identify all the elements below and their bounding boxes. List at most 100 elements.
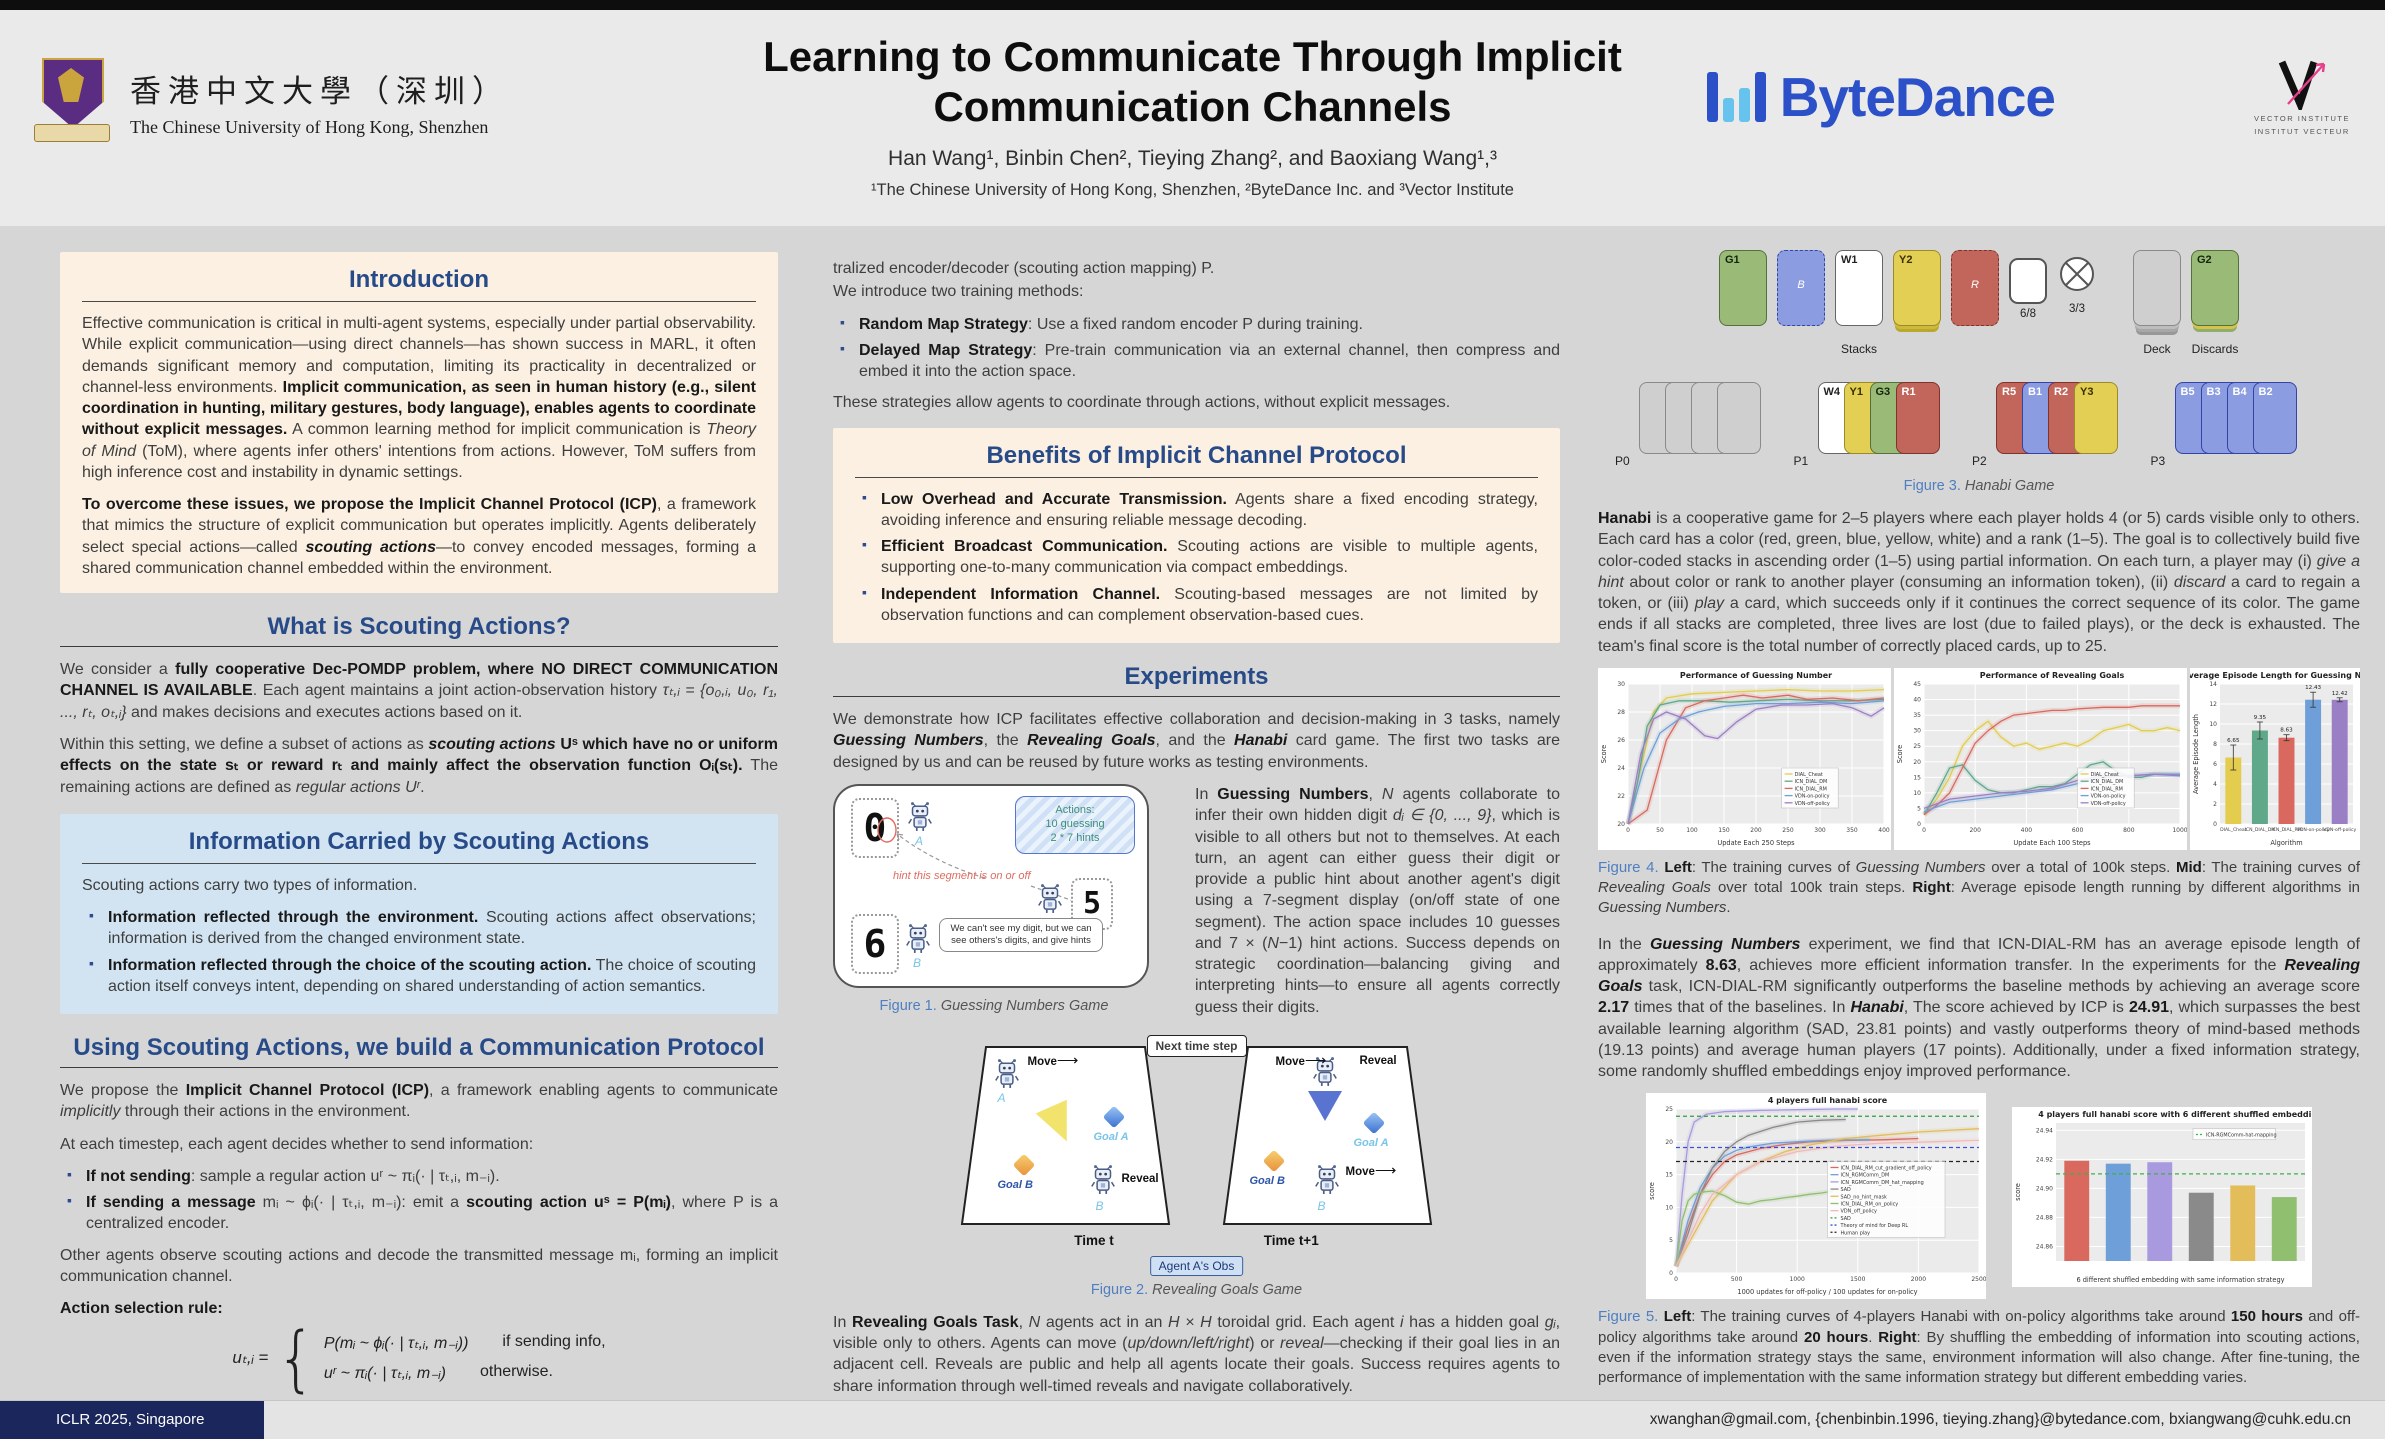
goal-b-label: Goal B xyxy=(997,1178,1033,1191)
svg-text:300: 300 xyxy=(1814,827,1826,834)
hanabi-hands-row: P0 W4 Y1 G3 R1 P1 R5 B1 R2 Y3 P2 B5 B3 B4 B2 P3 xyxy=(1615,382,2320,468)
svg-text:10: 10 xyxy=(2209,721,2217,728)
figure4-charts: 20 22 24 26 28 30 0 50 100 150 200 250 300 350 400 Perf… xyxy=(1598,667,2385,850)
protocol-paragraph-1: We propose the Implicit Channel Protocol… xyxy=(60,1082,778,1121)
figure1-caption-label: Figure 1. xyxy=(879,997,937,1014)
svg-text:Performance of Guessing Number: Performance of Guessing Number xyxy=(1680,671,1832,680)
bomb-token-group: 3/3 xyxy=(2057,250,2097,315)
hanabi-figure: G1 B W1 Y2 R Stacks 6/8 3/3 Deck G2 Discards P0 W4 Y… xyxy=(1615,250,2320,468)
svg-text:12.42: 12.42 xyxy=(2332,691,2348,697)
figure3-caption-text: Hanabi Game xyxy=(1964,478,2055,494)
svg-text:Update Each 250 Steps: Update Each 250 Steps xyxy=(1717,839,1795,847)
figure2-caption: Figure 2. Revealing Goals Game xyxy=(833,1282,1560,1298)
revealing-goals-paragraph: In Revealing Goals Task, N agents act in… xyxy=(833,1313,1561,1395)
guessing-numbers-figure: 0 A Actions: 10 guessing 2 * 7 hints hin… xyxy=(833,783,1149,988)
hand-P1: W4 Y1 G3 R1 P1 xyxy=(1794,382,1963,468)
goal-a-label: Goal A xyxy=(1093,1130,1129,1143)
protocol-paragraph-2: At each timestep, each agent decides whe… xyxy=(60,1135,534,1153)
vector-institute-logo: VECTOR INSTITUTE INSTITUT VECTEUR xyxy=(2247,58,2357,136)
scouting-paragraph-1: We consider a fully cooperative Dec-POMD… xyxy=(60,661,779,721)
svg-text:Performance of Revealing Goals: Performance of Revealing Goals xyxy=(1980,671,2125,680)
introduction-paragraph-2: To overcome these issues, we propose the… xyxy=(82,496,757,577)
svg-text:24.90: 24.90 xyxy=(2036,1186,2053,1193)
svg-text:28: 28 xyxy=(1617,709,1625,716)
hint-annotation: hint this segment is on or off xyxy=(893,869,1031,882)
bomb-token-count: 3/3 xyxy=(2069,303,2085,315)
agent-b-label: B xyxy=(1095,1198,1104,1213)
svg-text:10: 10 xyxy=(1913,790,1921,797)
equation-brace: { xyxy=(276,1315,316,1400)
poster-header: 香港中文大學（深圳） The Chinese University of Hon… xyxy=(0,10,2385,226)
svg-text:0: 0 xyxy=(1669,1270,1673,1277)
protocol-bullet-1: If not sending: sample a regular action … xyxy=(60,1165,778,1187)
time-t1-panel: Move⟶ Reveal Goal A Goal B Move⟶ B xyxy=(1220,1043,1436,1229)
svg-text:VDN_off_policy: VDN_off_policy xyxy=(1841,1209,1878,1215)
svg-text:Update Each 100 Steps: Update Each 100 Steps xyxy=(2013,839,2091,847)
column-middle: tralized encoder/decoder (scouting actio… xyxy=(833,258,1560,1408)
svg-text:250: 250 xyxy=(1782,827,1794,834)
column-right: G1 B W1 Y2 R Stacks 6/8 3/3 Deck G2 Discards P0 W4 Y… xyxy=(1598,250,2385,1403)
stacks-group: G1 B W1 Y2 R Stacks xyxy=(1719,250,1999,356)
svg-text:400: 400 xyxy=(1878,827,1890,834)
svg-text:2000: 2000 xyxy=(1911,1276,1926,1283)
benefits-bullet-3: Independent Information Channel. Scoutin… xyxy=(855,583,1538,627)
hand-P2: R5 B1 R2 Y3 P2 xyxy=(1972,382,2141,468)
hand-P3: B5 B3 B4 B2 P3 xyxy=(2151,382,2320,468)
hanabi-card: R1 xyxy=(1895,382,1940,454)
action-rule-label: Action selection rule: xyxy=(60,1300,223,1318)
experiments-intro: We demonstrate how ICP facilitates effec… xyxy=(833,711,1560,771)
chart-revealing-performance: 0 5 10 15 20 25 30 35 40 45 0 200 400 600 800 1000 Perfo… xyxy=(1894,667,2188,850)
bytedance-logo: ByteDance xyxy=(1706,65,2056,129)
protocol-paragraph-3: Other agents observe scouting actions an… xyxy=(60,1246,778,1285)
figure1-caption: Figure 1. Guessing Numbers Game xyxy=(833,998,1155,1014)
continuation-paragraph: tralized encoder/decoder (scouting actio… xyxy=(833,260,1215,277)
next-time-step-label: Next time step xyxy=(1146,1034,1247,1057)
svg-text:Theory of mind for Deep RL: Theory of mind for Deep RL xyxy=(1840,1224,1909,1230)
actions-title: Actions: xyxy=(1055,804,1095,817)
introduction-paragraph-1: Effective communication is critical in m… xyxy=(82,315,757,481)
information-box: Information Carried by Scouting Actions … xyxy=(60,813,778,1015)
svg-text:Algorithm: Algorithm xyxy=(2270,839,2302,847)
figure1-row: 0 A Actions: 10 guessing 2 * 7 hints hin… xyxy=(833,783,1560,1029)
cuhk-wordmark: 香港中文大學（深圳） The Chinese University of Hon… xyxy=(130,66,510,138)
cuhk-chinese-name: 香港中文大學（深圳） xyxy=(130,74,510,109)
divider xyxy=(82,301,756,302)
svg-text:SAD_no_hint_mask: SAD_no_hint_mask xyxy=(1841,1195,1888,1201)
divider xyxy=(82,862,756,864)
svg-text:score: score xyxy=(2014,1184,2022,1202)
actions-line1: 10 guessing xyxy=(1045,818,1105,831)
robot-agent-b-icon xyxy=(1314,1164,1339,1195)
hanabi-card: B2 xyxy=(2252,382,2297,454)
player-label: P3 xyxy=(2150,454,2166,468)
svg-text:15: 15 xyxy=(1665,1172,1673,1179)
top-black-bar xyxy=(0,0,2385,10)
svg-text:ICN_RGMComm_DM_hat_mapping: ICN_RGMComm_DM_hat_mapping xyxy=(1841,1180,1924,1186)
svg-text:2500: 2500 xyxy=(1971,1276,1986,1283)
svg-text:200: 200 xyxy=(1969,827,1981,834)
information-bullet-2: Information reflected through the choice… xyxy=(82,954,756,998)
svg-text:8.63: 8.63 xyxy=(2280,728,2293,734)
action-selection-equation: uₜ,ᵢ = { P(mᵢ ~ ϕᵢ(· | τₜ,ᵢ, m₋ᵢ)) if sen… xyxy=(60,1322,778,1393)
hanabi-card: G2 xyxy=(2191,250,2239,326)
player-label: P1 xyxy=(1793,454,1809,468)
svg-text:12: 12 xyxy=(2209,701,2217,708)
information-bullet-1: Information reflected through the enviro… xyxy=(82,906,756,950)
svg-text:100: 100 xyxy=(1686,827,1698,834)
svg-text:5: 5 xyxy=(1669,1238,1673,1245)
bytedance-bars-icon xyxy=(1706,72,1766,122)
svg-text:ICN_DIAL_RM: ICN_DIAL_RM xyxy=(1795,786,1827,792)
column-left: Introduction Effective communication is … xyxy=(60,252,778,1433)
equation-row2-condition: otherwise. xyxy=(480,1363,553,1381)
agent-a-label: A xyxy=(915,833,924,848)
scouting-section: What is Scouting Actions? We consider a … xyxy=(60,613,778,798)
svg-text:ICN_DIAL_RM: ICN_DIAL_RM xyxy=(2091,786,2123,792)
training-methods-intro: We introduce two training methods: xyxy=(833,283,1084,301)
svg-text:25: 25 xyxy=(1665,1106,1673,1113)
svg-text:500: 500 xyxy=(1731,1276,1743,1283)
hanabi-top-row: G1 B W1 Y2 R Stacks 6/8 3/3 Deck G2 Discards xyxy=(1639,250,2319,356)
benefits-box: Benefits of Implicit Channel Protocol Lo… xyxy=(833,427,1560,644)
svg-text:45: 45 xyxy=(1913,681,1921,688)
move-label: Move⟶ xyxy=(1275,1051,1327,1069)
svg-text:30: 30 xyxy=(1913,728,1921,735)
hint-token-icon xyxy=(2009,258,2047,304)
